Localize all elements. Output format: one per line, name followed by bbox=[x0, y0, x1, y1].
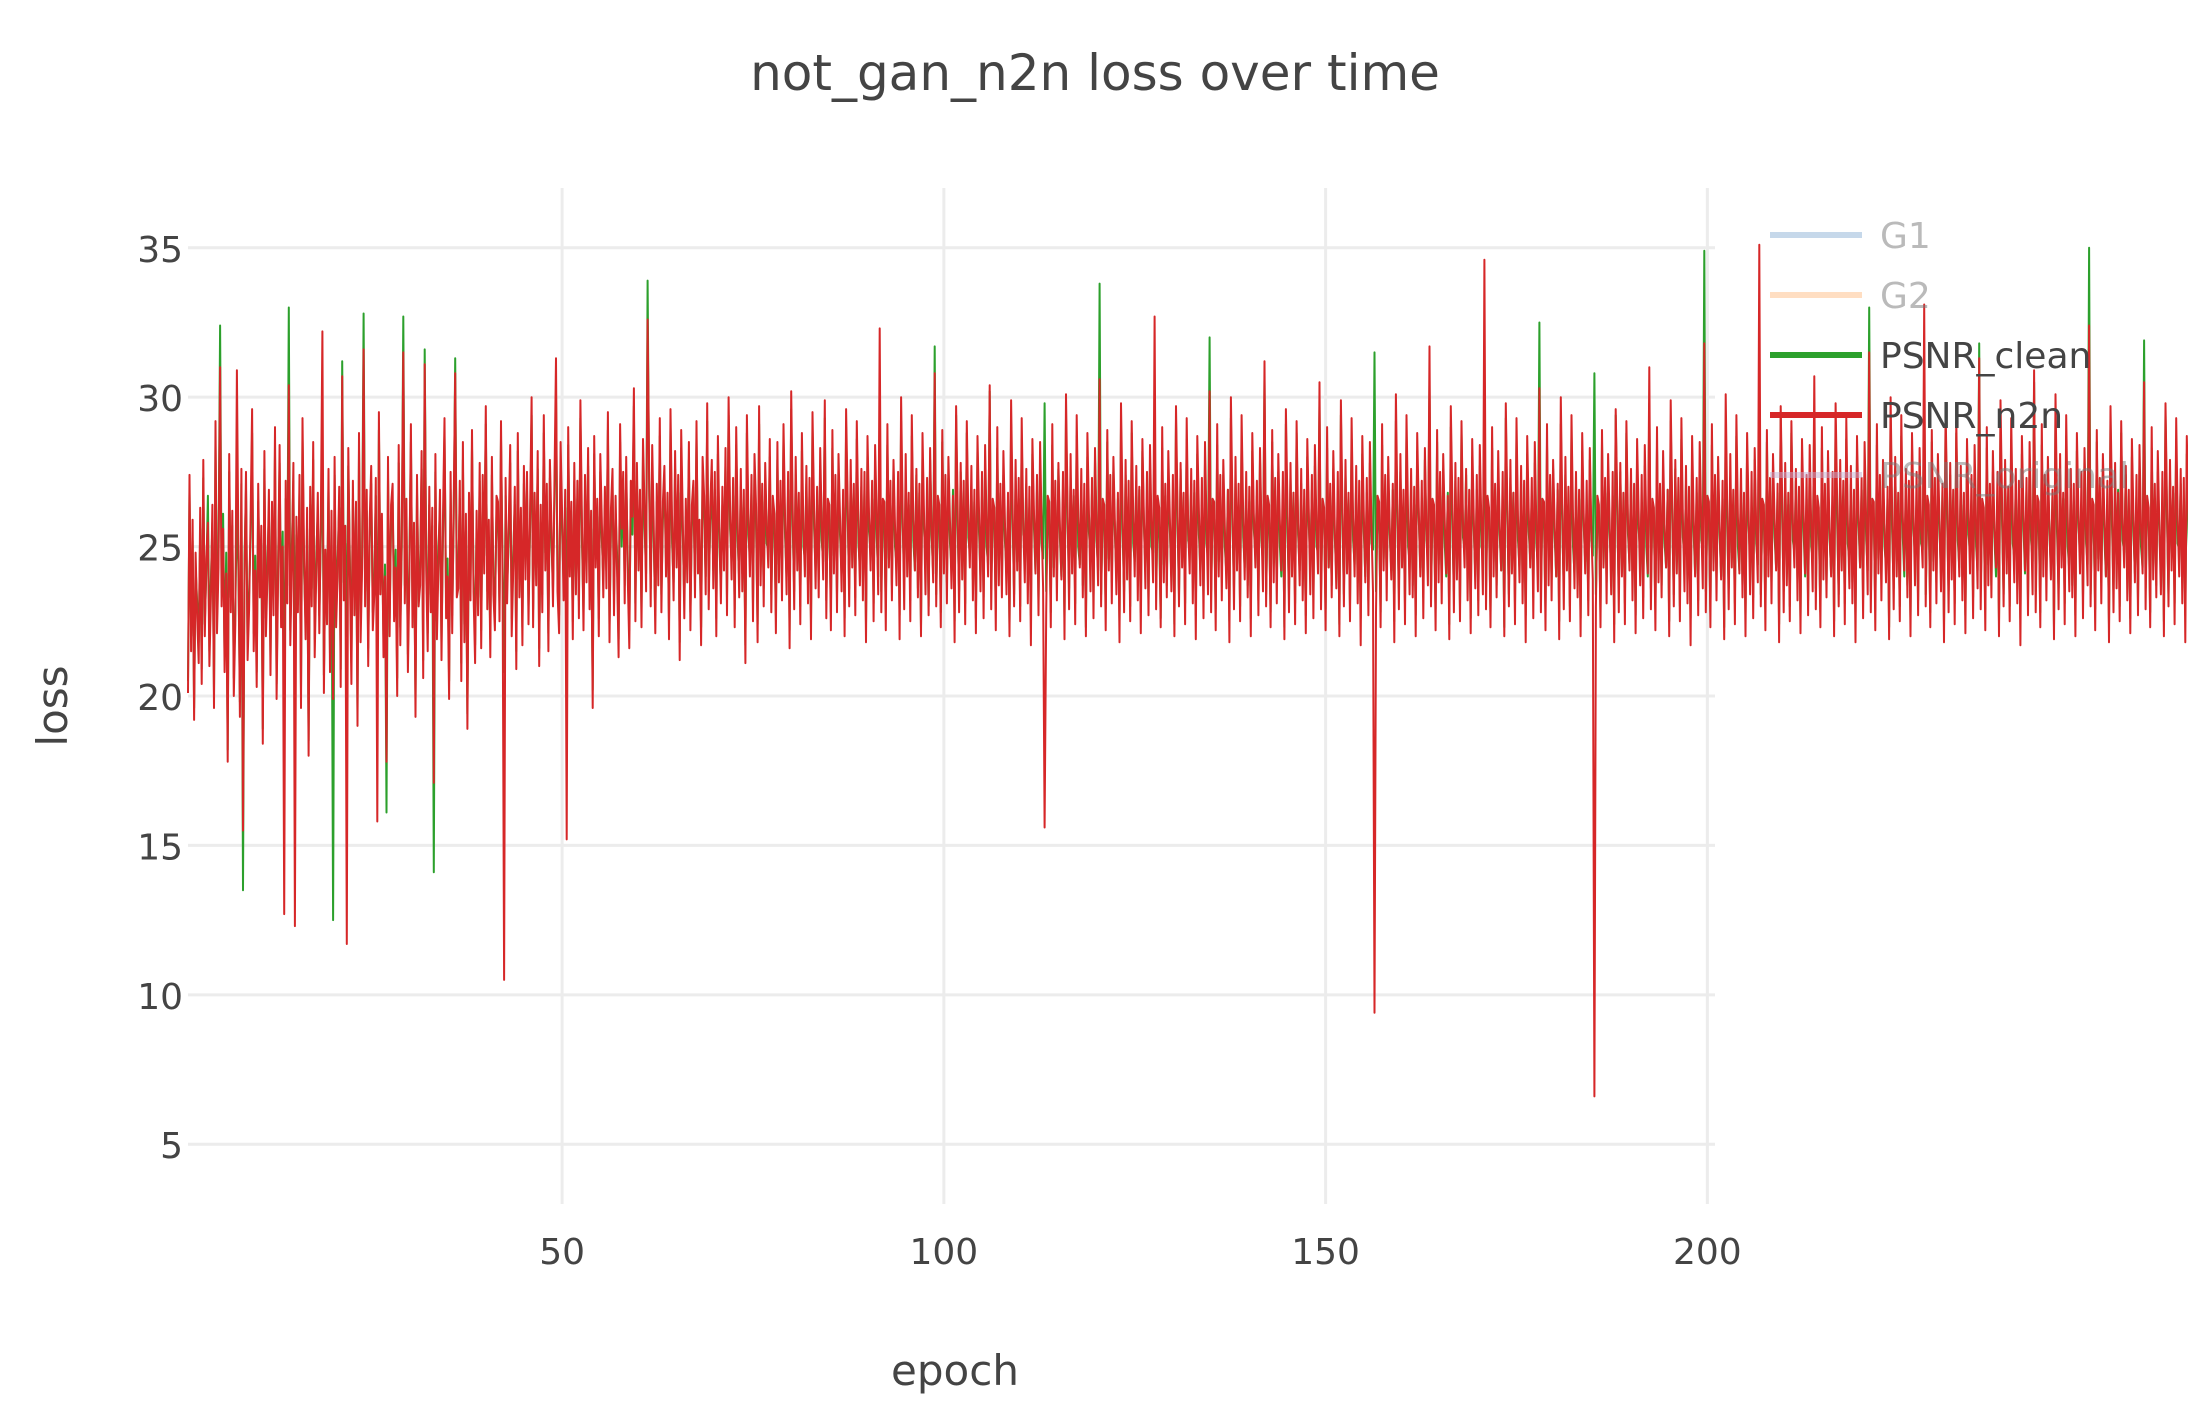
x-tick-label: 50 bbox=[539, 1232, 585, 1273]
y-axis-ticks: 5 10 15 20 25 30 35 bbox=[137, 230, 183, 1167]
chart-title: not_gan_n2n loss over time bbox=[750, 44, 1440, 102]
legend-label: PSNR_clean bbox=[1880, 336, 2091, 377]
y-tick-label: 20 bbox=[137, 678, 183, 719]
legend[interactable]: G1 G2 PSNR_clean PSNR_n2n PSNR_original bbox=[1770, 216, 2129, 497]
legend-label: PSNR_n2n bbox=[1880, 396, 2063, 437]
x-tick-label: 200 bbox=[1673, 1232, 1742, 1273]
y-axis-label: loss bbox=[28, 665, 77, 746]
grid-lines bbox=[188, 188, 1715, 1204]
x-tick-label: 150 bbox=[1291, 1232, 1360, 1273]
legend-item-psnr-original[interactable]: PSNR_original bbox=[1770, 456, 2129, 497]
legend-label: G2 bbox=[1880, 276, 1931, 317]
x-axis-ticks: 50 100 150 200 bbox=[539, 1232, 1742, 1273]
series-line-psnr-n2n bbox=[187, 243, 2188, 1098]
y-tick-label: 35 bbox=[137, 230, 183, 271]
plot-area bbox=[187, 243, 2188, 1098]
legend-item-psnr-n2n[interactable]: PSNR_n2n bbox=[1770, 396, 2063, 437]
legend-item-g2[interactable]: G2 bbox=[1770, 276, 1931, 317]
y-tick-label: 15 bbox=[137, 827, 183, 868]
legend-label: G1 bbox=[1880, 216, 1931, 257]
legend-label: PSNR_original bbox=[1880, 456, 2129, 497]
legend-item-psnr-clean[interactable]: PSNR_clean bbox=[1770, 336, 2091, 377]
y-tick-label: 10 bbox=[137, 977, 183, 1018]
x-tick-label: 100 bbox=[910, 1232, 979, 1273]
y-tick-label: 25 bbox=[137, 529, 183, 570]
legend-item-g1[interactable]: G1 bbox=[1770, 216, 1931, 257]
x-axis-label: epoch bbox=[891, 1346, 1019, 1395]
y-tick-label: 30 bbox=[137, 379, 183, 420]
y-tick-label: 5 bbox=[160, 1126, 183, 1167]
